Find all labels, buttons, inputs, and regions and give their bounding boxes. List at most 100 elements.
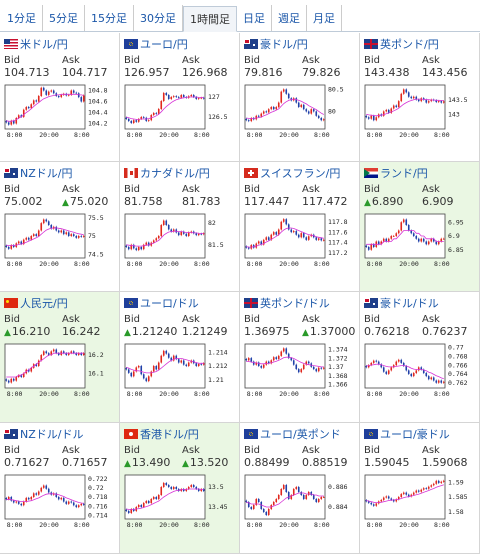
- rate-card[interactable]: 英ポンド/円 Bid Ask 143.438 143.456 143.5 143 8:00 20…: [360, 33, 480, 162]
- candle-body: [32, 100, 35, 105]
- tab-7[interactable]: 週足: [272, 5, 307, 31]
- candle-body: [317, 115, 320, 118]
- pair-link[interactable]: ユーロ/英ポンド: [244, 427, 341, 441]
- pair-link[interactable]: ユーロ/豪ドル: [364, 427, 450, 441]
- pair-name[interactable]: NZドル/円: [20, 167, 73, 180]
- candle-body: [187, 487, 190, 489]
- candle-body: [157, 236, 160, 239]
- pair-link[interactable]: カナダドル/円: [124, 166, 210, 180]
- candlestick-chart[interactable]: 16.2 16.1 8:00 20:00 8:00: [3, 341, 115, 405]
- pair-name[interactable]: 英ポンド/円: [380, 38, 439, 51]
- candle-body: [292, 489, 295, 495]
- pair-link[interactable]: ユーロ/ドル: [124, 296, 199, 310]
- candlestick-chart[interactable]: 13.5 13.45 8:00 20:00 8:00: [123, 472, 235, 536]
- candle-body: [262, 111, 265, 114]
- rate-card[interactable]: 英ポンド/ドル Bid Ask 1.36975 ▲1.37000 1.374 1.372 1.…: [240, 292, 360, 423]
- pair-name[interactable]: ユーロ/ドル: [140, 297, 199, 310]
- timeframe-tabs: 1分足 5分足 15分足 30分足 1時間足 日足 週足 月足: [0, 0, 480, 32]
- bid-text: 117.447: [244, 195, 290, 208]
- rate-card[interactable]: ランド/円 Bid Ask ▲6.890 6.909 6.95 6.9 6.85 8:00 20:…: [360, 162, 480, 292]
- pair-name[interactable]: ユーロ/豪ドル: [380, 428, 450, 441]
- rate-card[interactable]: NZドル/円 Bid Ask 75.002 ▲75.020 75.5 75 74.5 8:00 2…: [0, 162, 120, 292]
- candlestick-chart[interactable]: 117.8 117.6 117.4 117.2 8:00 20:00 8:00: [243, 211, 355, 275]
- x-tick-label: 8:00: [194, 521, 210, 529]
- rate-card[interactable]: 豪ドル/円 Bid Ask 79.816 79.826 80.5 80 8:00 20:00 8:…: [240, 33, 360, 162]
- pair-link[interactable]: 香港ドル/円: [124, 427, 199, 441]
- pair-link[interactable]: 人民元/円: [4, 296, 68, 310]
- candlestick-chart[interactable]: 0.886 0.884 8:00 20:00 8:00: [243, 472, 355, 536]
- pair-name[interactable]: カナダドル/円: [140, 167, 210, 180]
- tab-5[interactable]: 1時間足: [183, 6, 237, 32]
- rate-card[interactable]: カナダドル/円 Bid Ask 81.758 81.783 82 81.5 8:00 20:00…: [120, 162, 240, 292]
- candlestick-chart[interactable]: 1.214 1.212 1.21 8:00 20:00 8:00: [123, 341, 235, 405]
- candle-body: [47, 221, 50, 225]
- pair-name[interactable]: NZドル/ドル: [20, 428, 84, 441]
- pair-link[interactable]: NZドル/円: [4, 166, 72, 180]
- pair-link[interactable]: NZドル/ドル: [4, 427, 83, 441]
- candlestick-chart[interactable]: 80.5 80 8:00 20:00 8:00: [243, 82, 355, 146]
- candle-body: [65, 353, 68, 355]
- pair-name[interactable]: ユーロ/円: [140, 38, 188, 51]
- pair-link[interactable]: 英ポンド/ドル: [244, 296, 330, 310]
- candlestick-chart[interactable]: 104.8 104.6 104.4 104.2 8:00 20:00 8:00: [3, 82, 115, 146]
- tab-6[interactable]: 日足: [237, 5, 272, 31]
- candle-body: [27, 237, 30, 240]
- pair-name[interactable]: 米ドル/円: [20, 38, 68, 51]
- candlestick-chart[interactable]: 82 81.5 8:00 20:00 8:00: [123, 211, 235, 275]
- rate-card[interactable]: ユーロ/円 Bid Ask 126.957 126.968 127 126.5 8:00 20:…: [120, 33, 240, 162]
- rate-card[interactable]: 人民元/円 Bid Ask ▲16.210 16.242 16.2 16.1 8:00 20:0…: [0, 292, 120, 423]
- pair-name[interactable]: 人民元/円: [20, 297, 68, 310]
- candle-body: [75, 353, 78, 355]
- tab-1[interactable]: 1分足: [1, 5, 43, 31]
- candle-body: [442, 480, 445, 482]
- pair-link[interactable]: 米ドル/円: [4, 37, 68, 51]
- rate-card[interactable]: 豪ドル/ドル Bid Ask 0.76218 0.76237 0.77 0.768 0.766…: [360, 292, 480, 423]
- rate-card[interactable]: ユーロ/豪ドル Bid Ask 1.59045 1.59068 1.59 1.585 1.58…: [360, 423, 480, 554]
- bid-label: Bid: [124, 445, 140, 456]
- candle-body: [260, 113, 263, 117]
- rate-card[interactable]: ユーロ/ドル Bid Ask ▲1.21240 1.21249 1.214 1.212 1.2…: [120, 292, 240, 423]
- candle-body: [387, 496, 390, 499]
- pair-name[interactable]: スイスフラン/円: [260, 167, 341, 180]
- rate-card[interactable]: ユーロ/英ポンド Bid Ask 0.88499 0.88519 0.886 0.884 8:…: [240, 423, 360, 554]
- rate-card[interactable]: NZドル/ドル Bid Ask 0.71627 0.71657 0.722 0.72 0.71…: [0, 423, 120, 554]
- pair-link[interactable]: ランド/円: [364, 166, 428, 180]
- tab-3[interactable]: 15分足: [85, 5, 134, 31]
- candlestick-chart[interactable]: 127 126.5 8:00 20:00 8:00: [123, 82, 235, 146]
- pair-name[interactable]: 豪ドル/ドル: [380, 297, 439, 310]
- ask-text: 1.21249: [182, 325, 228, 338]
- pair-link[interactable]: ユーロ/円: [124, 37, 188, 51]
- nz-flag-icon: [4, 429, 18, 439]
- candlestick-chart[interactable]: 143.5 143 8:00 20:00 8:00: [363, 82, 475, 146]
- rate-card[interactable]: 香港ドル/円 Bid Ask ▲13.490 ▲13.520 13.5 13.45 8:00 2…: [120, 423, 240, 554]
- candle-body: [272, 232, 275, 235]
- pair-link[interactable]: 豪ドル/円: [244, 37, 308, 51]
- candle-body: [167, 225, 170, 230]
- pair-name[interactable]: ユーロ/英ポンド: [260, 428, 341, 441]
- pair-name[interactable]: 豪ドル/円: [260, 38, 308, 51]
- candlestick-chart[interactable]: 1.59 1.585 1.58 8:00 20:00 8:00: [363, 472, 475, 536]
- candle-body: [297, 234, 300, 238]
- candle-body: [287, 492, 290, 499]
- pair-link[interactable]: 豪ドル/ドル: [364, 296, 439, 310]
- rate-card[interactable]: スイスフラン/円 Bid Ask 117.447 117.472 117.8 117.6 11…: [240, 162, 360, 292]
- candle-body: [382, 111, 385, 116]
- tab-4[interactable]: 30分足: [134, 5, 183, 31]
- bid-value: 79.816: [244, 66, 283, 79]
- candlestick-chart[interactable]: 6.95 6.9 6.85 8:00 20:00 8:00: [363, 211, 475, 275]
- pair-link[interactable]: スイスフラン/円: [244, 166, 340, 180]
- tab-8[interactable]: 月足: [307, 5, 342, 31]
- rate-card[interactable]: 米ドル/円 Bid Ask 104.713 104.717 104.8 104.6 104.4…: [0, 33, 120, 162]
- bid-text: 13.490: [131, 456, 171, 469]
- tab-2[interactable]: 5分足: [43, 5, 85, 31]
- up-arrow-icon: ▲: [364, 198, 371, 208]
- pair-name[interactable]: 英ポンド/ドル: [260, 297, 330, 310]
- pair-link[interactable]: 英ポンド/円: [364, 37, 439, 51]
- pair-name[interactable]: ランド/円: [380, 167, 428, 180]
- pair-name[interactable]: 香港ドル/円: [140, 428, 199, 441]
- candle-body: [397, 359, 400, 362]
